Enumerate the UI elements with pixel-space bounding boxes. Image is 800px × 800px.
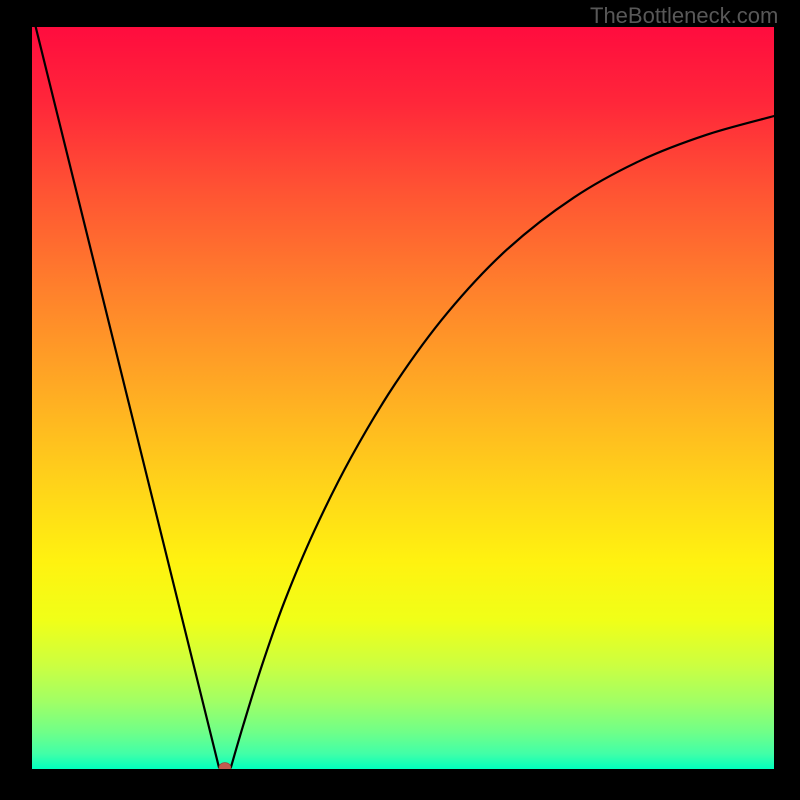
plot-area: [32, 27, 774, 769]
chart-svg: [32, 27, 774, 769]
bottleneck-curve: [36, 27, 774, 768]
chart-container: TheBottleneck.com: [0, 0, 800, 800]
minimum-marker: [219, 763, 231, 769]
watermark-text: TheBottleneck.com: [590, 3, 778, 29]
